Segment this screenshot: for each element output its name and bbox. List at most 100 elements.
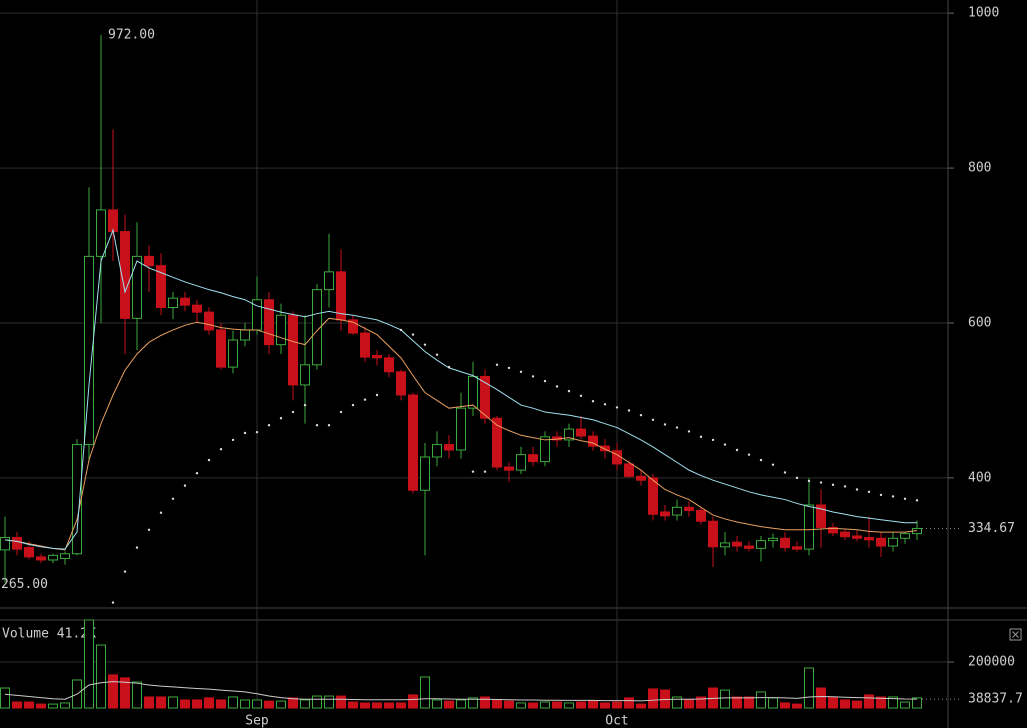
sar-dot	[255, 430, 259, 434]
sar-dot	[771, 463, 775, 466]
close-button[interactable]	[1009, 628, 1022, 641]
candle-body	[456, 407, 466, 451]
sar-dot	[819, 481, 823, 484]
volume-bar	[804, 667, 814, 709]
volume-bar	[216, 699, 226, 709]
volume-bar	[468, 697, 478, 709]
sar-dot	[567, 389, 571, 393]
volume-bar	[24, 701, 34, 709]
y-tick-label: 800	[968, 161, 991, 176]
candle-body	[480, 375, 490, 419]
volume-bar	[456, 699, 466, 709]
high-label: 972.00	[108, 27, 155, 42]
candle-body	[792, 546, 802, 550]
volume-bar	[324, 695, 334, 709]
volume-bar	[684, 699, 694, 709]
candle-body	[144, 255, 154, 267]
volume-bar	[180, 699, 190, 709]
candle-body	[468, 375, 478, 409]
candle-body	[504, 466, 514, 471]
volume-bar	[900, 701, 910, 709]
volume-bar	[552, 701, 562, 709]
volume-bar	[360, 702, 370, 709]
sar-dot	[555, 385, 559, 388]
sar-dot	[183, 484, 187, 487]
candle-body	[108, 209, 118, 233]
candle-body	[540, 436, 550, 463]
sar-dot	[711, 438, 715, 442]
candle-body	[900, 533, 910, 539]
sar-dot	[615, 406, 619, 409]
volume-bar	[0, 687, 10, 709]
volume-ma-line	[4, 681, 918, 702]
sar-dot	[603, 403, 607, 406]
sar-dot	[375, 393, 379, 397]
sar-dot	[903, 497, 907, 500]
candle-body	[864, 537, 874, 541]
volume-bar	[780, 702, 790, 709]
sar-dot	[171, 497, 175, 500]
sar-dot	[423, 343, 427, 346]
candle-body	[840, 531, 850, 538]
volume-bar	[696, 696, 706, 709]
candle-body	[888, 537, 898, 547]
sar-dot	[399, 328, 403, 332]
volume-bar	[228, 696, 238, 709]
candle-body	[180, 297, 190, 306]
sar-dot	[627, 409, 631, 412]
volume-bar	[828, 696, 838, 709]
volume-bar	[864, 694, 874, 709]
sar-dot	[867, 490, 871, 494]
volume-bar	[480, 696, 490, 709]
ma-slow-line	[4, 228, 917, 550]
candle-body	[600, 445, 610, 452]
sar-dot	[267, 424, 271, 427]
volume-bar	[648, 688, 658, 709]
candle-body	[564, 428, 574, 441]
sar-dot	[231, 438, 235, 442]
volume-bar	[768, 697, 778, 709]
volume-bar	[840, 699, 850, 709]
volume-bar	[408, 694, 418, 709]
candle-body	[276, 314, 286, 346]
volume-bar	[288, 697, 298, 709]
candle-body	[444, 444, 454, 451]
candle-body	[204, 311, 214, 331]
candle-body	[384, 357, 394, 373]
volume-bar	[732, 696, 742, 709]
candle-body	[852, 535, 862, 539]
candle-body	[768, 537, 778, 542]
candle-body	[624, 463, 634, 477]
volume-bar	[204, 697, 214, 709]
candle-body	[780, 537, 790, 549]
sar-dot	[687, 430, 691, 433]
sar-dot	[135, 546, 139, 549]
volume-bar	[264, 700, 274, 709]
volume-bar	[876, 696, 886, 709]
candle-body	[648, 477, 658, 515]
sar-dot	[639, 413, 643, 417]
sar-dot	[159, 511, 163, 514]
candle-body	[528, 454, 538, 463]
sar-dot	[699, 435, 703, 439]
volume-bar	[852, 700, 862, 709]
y-tick-label: 600	[968, 315, 991, 330]
volume-bar	[108, 674, 118, 709]
candle-body	[636, 475, 646, 481]
sar-dot	[411, 333, 415, 336]
sar-dot	[879, 493, 883, 497]
candle-body	[192, 304, 202, 313]
volume-bar	[372, 702, 382, 709]
sar-dot	[435, 353, 439, 356]
sar-dot	[339, 410, 343, 414]
volume-bar	[192, 699, 202, 709]
candle-body	[324, 271, 334, 291]
volume-bar	[816, 687, 826, 709]
volume-bar	[276, 700, 286, 709]
sar-dot	[279, 417, 283, 420]
candle-body	[132, 255, 142, 319]
candle-body	[828, 526, 838, 534]
y-tick-label: 400	[968, 470, 991, 485]
candle-body	[300, 364, 310, 386]
